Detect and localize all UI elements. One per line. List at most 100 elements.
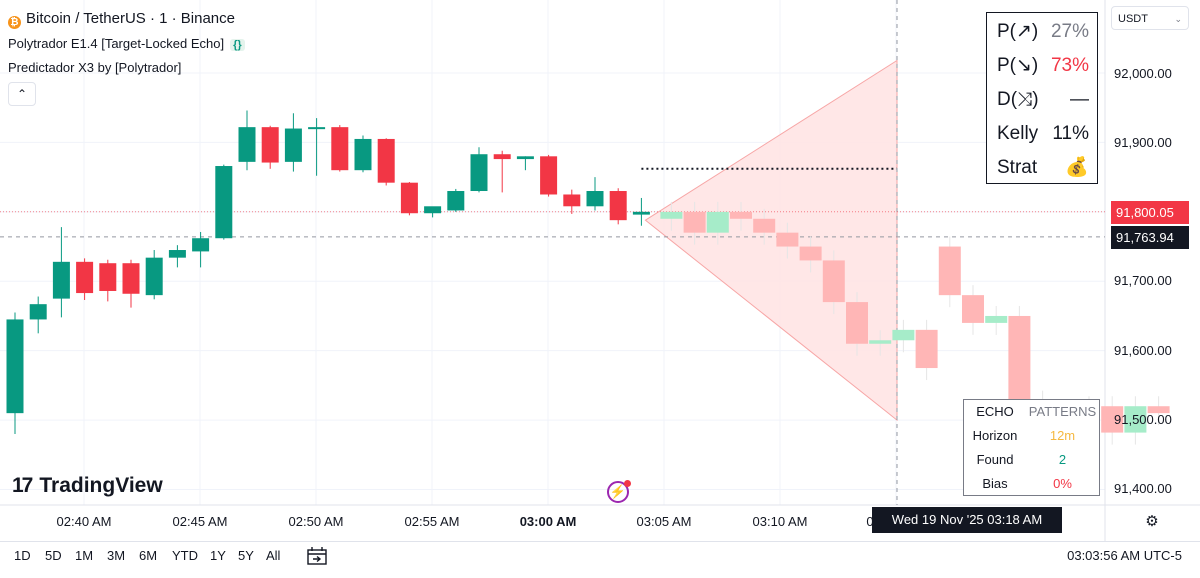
candle-body	[354, 138, 372, 171]
candle-body	[516, 156, 534, 160]
projection-candle	[962, 295, 984, 323]
projection-candle	[938, 246, 961, 296]
candle-body	[215, 166, 233, 239]
echo-header: ECHO	[976, 404, 1014, 419]
row-key: Horizon	[972, 428, 1018, 443]
range-button-1y[interactable]: 1Y	[210, 548, 226, 563]
symbol-title[interactable]: Bitcoin / TetherUS · 1 · Binance	[26, 10, 235, 27]
collapse-legend-button[interactable]: ⌃	[8, 82, 36, 106]
prob-row-direction: D(⤨) —	[997, 85, 1089, 115]
candle-body	[609, 191, 627, 221]
projection-cone	[644, 59, 898, 422]
candle-body	[493, 154, 511, 160]
projection-candle	[1101, 406, 1124, 433]
candle-body	[145, 257, 163, 296]
candle-body	[168, 250, 186, 258]
projection-candle	[915, 329, 938, 369]
prob-row-strat: Strat 💰	[997, 153, 1089, 183]
row-key: D(⤨)	[997, 89, 1039, 110]
source-code-icon[interactable]: {}	[230, 39, 245, 51]
currency-label: USDT	[1118, 13, 1148, 25]
chart-title-row: ₿ Bitcoin / TetherUS · 1 · Binance	[8, 10, 235, 29]
indicator-legend-1[interactable]: Polytrador E1.4 [Target-Locked Echo] {}	[8, 36, 245, 51]
range-button-1m[interactable]: 1M	[75, 548, 94, 563]
echo-row-bias: Bias 0%	[964, 472, 1099, 496]
projection-candle	[799, 246, 822, 261]
candle-body	[122, 263, 140, 294]
range-button-1d[interactable]: 1D	[14, 548, 31, 563]
range-button-ytd[interactable]: YTD	[172, 548, 198, 563]
candle-body	[52, 261, 70, 299]
candle-body	[261, 127, 279, 163]
gear-icon[interactable]: ⚙	[1145, 513, 1159, 530]
candle-body	[76, 261, 94, 294]
candle-body	[424, 206, 442, 214]
echo-row-horizon: Horizon 12m	[964, 424, 1099, 448]
time-axis-label: 03:00 AM	[519, 514, 577, 529]
candle-body	[400, 182, 418, 214]
tradingview-logo-text: TradingView	[39, 474, 163, 497]
range-button-5d[interactable]: 5D	[45, 548, 62, 563]
row-value: 73%	[1050, 55, 1089, 76]
range-button-3m[interactable]: 3M	[107, 548, 126, 563]
projection-candle	[985, 315, 1008, 323]
range-button-6m[interactable]: 6M	[139, 548, 158, 563]
projection-candle	[753, 218, 776, 233]
chevron-down-icon: ⌄	[1174, 14, 1182, 24]
currency-selector[interactable]: USDT ⌄	[1111, 6, 1189, 30]
candle-body	[192, 238, 210, 252]
bottom-toolbar	[0, 541, 1200, 578]
candle-body	[29, 304, 47, 320]
tradingview-logo[interactable]: 17 TradingView	[12, 474, 163, 498]
projection-candle	[660, 211, 683, 219]
candle-body	[99, 263, 117, 291]
candle-body	[238, 127, 256, 162]
range-button-5y[interactable]: 5Y	[238, 548, 254, 563]
prob-row-down: P(↘) 73%	[997, 51, 1089, 81]
row-key: Strat	[997, 157, 1038, 178]
echo-patterns-table: ECHO PATTERNS Horizon 12m Found 2 Bias 0…	[963, 399, 1100, 496]
projection-candle	[1008, 315, 1031, 401]
price-axis-label: 91,700.00	[1114, 273, 1172, 288]
time-axis-label: 03:05 AM	[636, 514, 692, 529]
time-axis-label: 0	[866, 514, 874, 529]
lightning-icon[interactable]: ⚡	[607, 481, 629, 503]
price-axis-label: 91,600.00	[1114, 343, 1172, 358]
projection-candle	[846, 302, 868, 344]
range-button-all[interactable]: All	[266, 548, 281, 563]
row-value: 11%	[1052, 123, 1089, 144]
tradingview-logo-mark: 17	[12, 474, 33, 497]
candle-body	[377, 138, 395, 183]
time-axis-label: 02:45 AM	[172, 514, 228, 529]
price-axis-label: 91,400.00	[1114, 481, 1172, 496]
projection-candle	[822, 260, 845, 303]
time-axis-label: 02:55 AM	[404, 514, 460, 529]
time-axis-label: 02:40 AM	[56, 514, 112, 529]
patterns-header: PATTERNS	[1028, 404, 1097, 419]
candle-body	[586, 191, 604, 207]
time-axis-label: 03:10 AM	[752, 514, 808, 529]
probability-table: P(↗) 27% P(↘) 73% D(⤨) — Kelly 11% Strat…	[986, 12, 1098, 184]
compare-icon[interactable]	[306, 546, 328, 566]
price-axis-label: 91,900.00	[1114, 135, 1172, 150]
crosshair-time-label: Wed 19 Nov '25 03:18 AM	[872, 507, 1062, 533]
candle-body	[447, 191, 465, 211]
indicator-legend-2[interactable]: Predictador X3 by [Polytrador]	[8, 60, 181, 75]
last-price-tag: 91,800.05	[1111, 201, 1189, 224]
row-key: P(↗)	[997, 21, 1039, 42]
candle-body	[6, 319, 24, 414]
echo-header-row: ECHO PATTERNS	[964, 400, 1099, 424]
projection-candle	[1147, 406, 1170, 414]
projection-candle	[776, 232, 799, 247]
row-key: Kelly	[997, 123, 1039, 144]
projection-candle	[683, 211, 706, 233]
row-value: 0%	[1053, 476, 1072, 491]
row-value: 2	[1058, 452, 1067, 467]
projection-candle	[892, 329, 915, 341]
projection-candle	[1124, 406, 1147, 433]
utc-clock[interactable]: 03:03:56 AM UTC-5	[1067, 548, 1182, 563]
row-key: P(↘)	[997, 55, 1039, 76]
projection-candle	[730, 211, 752, 219]
money-bag-icon: 💰	[1065, 157, 1089, 178]
